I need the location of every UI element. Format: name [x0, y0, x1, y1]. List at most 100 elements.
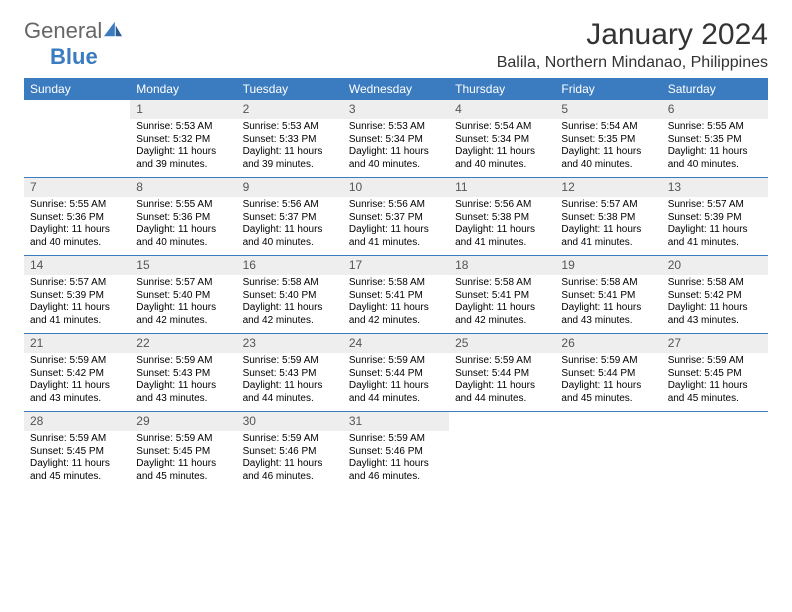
daynum-cell [24, 100, 130, 119]
sunset-text: Sunset: 5:38 PM [455, 212, 549, 225]
daylight-text: Daylight: 11 hours and 41 minutes. [349, 224, 443, 249]
daynum-cell: 28 [24, 412, 130, 432]
day-number: 20 [662, 256, 768, 275]
day-number: 29 [130, 412, 236, 431]
weekday-header: Sunday [24, 78, 130, 100]
day-number: 14 [24, 256, 130, 275]
weekday-header: Tuesday [237, 78, 343, 100]
sunrise-text: Sunrise: 5:59 AM [455, 355, 549, 368]
daylight-text: Daylight: 11 hours and 39 minutes. [243, 146, 337, 171]
daynum-row: 14151617181920 [24, 256, 768, 276]
daylight-text: Daylight: 11 hours and 42 minutes. [243, 302, 337, 327]
daylight-text: Daylight: 11 hours and 43 minutes. [30, 380, 124, 405]
day-cell: Sunrise: 5:57 AMSunset: 5:40 PMDaylight:… [130, 275, 236, 334]
content-row: Sunrise: 5:53 AM Sunset: 5:32 PM Daylight:… [24, 119, 768, 178]
day-number [449, 412, 555, 431]
day-number: 6 [662, 100, 768, 119]
day-number: 4 [449, 100, 555, 119]
day-number [24, 100, 130, 119]
sunset-text: Sunset: 5:36 PM [30, 212, 124, 225]
day-content: Sunrise: 5:53 AMSunset: 5:32 PMDaylight:… [130, 119, 236, 177]
day-cell: Sunrise: 5:55 AMSunset: 5:36 PMDaylight:… [24, 197, 130, 256]
day-number: 28 [24, 412, 130, 431]
daylight-text: Daylight: 11 hours and 44 minutes. [455, 380, 549, 405]
daynum-row: 78910111213 [24, 178, 768, 198]
daynum-cell: 31 [343, 412, 449, 432]
sunset-text: Sunset: 5:39 PM [668, 212, 762, 225]
daylight-text: Daylight: 11 hours and 45 minutes. [561, 380, 655, 405]
day-content [555, 431, 661, 452]
day-cell: Sunrise: 5:57 AMSunset: 5:39 PMDaylight:… [24, 275, 130, 334]
daylight-text: Daylight: 11 hours and 42 minutes. [136, 302, 230, 327]
sunrise-text: Sunrise: 5:58 AM [243, 277, 337, 290]
sunset-text: Sunset: 5:39 PM [30, 290, 124, 303]
day-cell: Sunrise: 5:57 AMSunset: 5:39 PMDaylight:… [662, 197, 768, 256]
page-header: General Blue January 2024 Balila, Northe… [24, 18, 768, 72]
sunset-text: Sunset: 5:35 PM [561, 134, 655, 147]
content-row: Sunrise: 5:59 AMSunset: 5:45 PMDaylight:… [24, 431, 768, 489]
day-number: 22 [130, 334, 236, 353]
sunrise-text: Sunrise: 5:58 AM [668, 277, 762, 290]
sunset-text: Sunset: 5:46 PM [349, 446, 443, 459]
sunrise-text: Sunrise: 5:53 AM [349, 121, 443, 134]
daylight-text: Daylight: 11 hours and 45 minutes. [136, 458, 230, 483]
day-content: Sunrise: 5:58 AMSunset: 5:41 PMDaylight:… [555, 275, 661, 333]
day-number [555, 412, 661, 431]
day-number: 5 [555, 100, 661, 119]
day-cell: Sunrise: 5:57 AMSunset: 5:38 PMDaylight:… [555, 197, 661, 256]
daylight-text: Daylight: 11 hours and 41 minutes. [30, 302, 124, 327]
daynum-cell: 25 [449, 334, 555, 354]
daylight-text: Daylight: 11 hours and 45 minutes. [30, 458, 124, 483]
daynum-cell [449, 412, 555, 432]
day-cell: Sunrise: 5:58 AMSunset: 5:41 PMDaylight:… [555, 275, 661, 334]
daylight-text: Daylight: 11 hours and 44 minutes. [349, 380, 443, 405]
sunrise-text: Sunrise: 5:55 AM [30, 199, 124, 212]
logo-sail-icon [102, 20, 124, 38]
sunset-text: Sunset: 5:37 PM [243, 212, 337, 225]
sunset-text: Sunset: 5:33 PM [243, 134, 337, 147]
sunset-text: Sunset: 5:44 PM [349, 368, 443, 381]
sunset-text: Sunset: 5:43 PM [136, 368, 230, 381]
sunset-text: Sunset: 5:34 PM [455, 134, 549, 147]
weekday-header: Friday [555, 78, 661, 100]
day-number: 21 [24, 334, 130, 353]
day-number: 23 [237, 334, 343, 353]
daynum-cell: 12 [555, 178, 661, 198]
daynum-cell: 9 [237, 178, 343, 198]
day-content: Sunrise: 5:54 AMSunset: 5:34 PMDaylight:… [449, 119, 555, 177]
day-content: Sunrise: 5:57 AMSunset: 5:38 PMDaylight:… [555, 197, 661, 255]
day-number: 9 [237, 178, 343, 197]
day-number: 3 [343, 100, 449, 119]
sunset-text: Sunset: 5:44 PM [455, 368, 549, 381]
day-number: 11 [449, 178, 555, 197]
daylight-text: Daylight: 11 hours and 41 minutes. [561, 224, 655, 249]
day-cell: Sunrise: 5:58 AMSunset: 5:40 PMDaylight:… [237, 275, 343, 334]
daynum-cell: 13 [662, 178, 768, 198]
day-content: Sunrise: 5:57 AMSunset: 5:39 PMDaylight:… [24, 275, 130, 333]
sunrise-text: Sunrise: 5:58 AM [349, 277, 443, 290]
daylight-text: Daylight: 11 hours and 46 minutes. [243, 458, 337, 483]
sunset-text: Sunset: 5:43 PM [243, 368, 337, 381]
day-cell: Sunrise: 5:54 AMSunset: 5:34 PMDaylight:… [449, 119, 555, 178]
month-title: January 2024 [497, 18, 768, 52]
daylight-text: Daylight: 11 hours and 40 minutes. [243, 224, 337, 249]
day-number: 17 [343, 256, 449, 275]
day-cell: Sunrise: 5:59 AMSunset: 5:45 PMDaylight:… [24, 431, 130, 489]
sunrise-text: Sunrise: 5:59 AM [349, 355, 443, 368]
day-content: Sunrise: 5:55 AMSunset: 5:35 PMDaylight:… [662, 119, 768, 177]
day-cell: Sunrise: 5:59 AMSunset: 5:42 PMDaylight:… [24, 353, 130, 412]
daynum-cell: 6 [662, 100, 768, 119]
weekday-header: Saturday [662, 78, 768, 100]
daylight-text: Daylight: 11 hours and 43 minutes. [668, 302, 762, 327]
sunset-text: Sunset: 5:32 PM [136, 134, 230, 147]
day-cell [449, 431, 555, 489]
sunset-text: Sunset: 5:45 PM [668, 368, 762, 381]
day-number: 7 [24, 178, 130, 197]
sunset-text: Sunset: 5:36 PM [136, 212, 230, 225]
day-number: 12 [555, 178, 661, 197]
daynum-cell: 18 [449, 256, 555, 276]
daylight-text: Daylight: 11 hours and 45 minutes. [668, 380, 762, 405]
sunrise-text: Sunrise: 5:57 AM [668, 199, 762, 212]
daynum-cell: 30 [237, 412, 343, 432]
title-block: January 2024 Balila, Northern Mindanao, … [497, 18, 768, 72]
